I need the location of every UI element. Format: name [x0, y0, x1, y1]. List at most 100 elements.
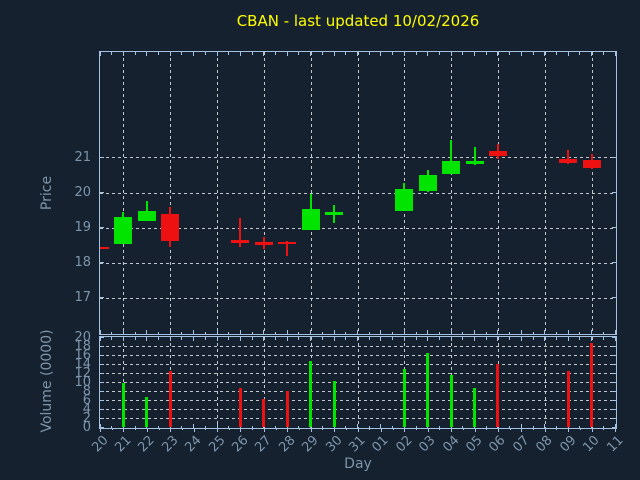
x-tick-mark — [579, 425, 581, 428]
x-tick-mark — [158, 427, 160, 430]
x-tick-mark — [357, 424, 358, 428]
volume-bar-day-05 — [473, 388, 477, 427]
candle-body-day-27 — [254, 242, 273, 246]
x-tick-mark — [100, 427, 101, 432]
x-tick-mark — [614, 424, 616, 428]
day-gridline — [263, 337, 265, 428]
x-tick-mark — [181, 331, 183, 334]
x-tick-mark — [485, 425, 487, 428]
x-tick-mark — [275, 337, 277, 340]
x-tick-mark — [509, 337, 511, 340]
x-tick-mark — [181, 337, 183, 340]
x-tick-mark — [567, 52, 569, 56]
x-tick-mark — [204, 425, 206, 428]
x-tick-mark — [579, 337, 581, 340]
x-tick-mark — [357, 337, 358, 341]
x-tick-mark — [322, 427, 324, 430]
price-tick-mark — [100, 262, 104, 264]
volume-bar-day-29 — [309, 360, 313, 427]
x-tick-mark — [415, 52, 417, 55]
x-tick-mark — [170, 427, 172, 432]
x-tick-mark — [520, 52, 522, 56]
volume-tick-mark — [100, 408, 104, 410]
x-tick-mark — [532, 52, 534, 55]
x-tick-mark — [239, 337, 241, 341]
candle-body-day-09 — [559, 158, 578, 164]
x-tick-mark — [135, 427, 137, 430]
x-tick-mark — [450, 337, 452, 341]
x-tick-mark — [602, 52, 604, 55]
day-gridline — [170, 52, 172, 334]
x-tick-mark — [345, 337, 347, 340]
x-tick-mark — [134, 337, 136, 340]
x-tick-mark — [123, 427, 125, 432]
x-tick-mark — [193, 330, 195, 334]
volume-bar-day-02 — [402, 368, 406, 427]
x-tick-mark — [169, 52, 171, 56]
x-tick-mark — [286, 330, 288, 334]
x-tick-mark — [369, 427, 371, 430]
x-tick-mark — [438, 52, 440, 55]
x-tick-mark — [357, 330, 358, 334]
x-tick-mark — [240, 427, 242, 432]
x-tick-mark — [158, 337, 160, 340]
volume-tick-mark — [612, 426, 616, 428]
volume-tick-label: 14 — [74, 356, 91, 372]
day-gridline — [310, 52, 312, 334]
volume-bar-day-21 — [121, 382, 125, 427]
candle-body-day-30 — [325, 212, 344, 215]
volume-tick-mark — [612, 363, 616, 365]
x-tick-mark — [345, 427, 347, 430]
x-tick-mark — [462, 425, 464, 428]
price-tick-mark — [612, 227, 616, 229]
volume-bar-day-04 — [449, 374, 453, 427]
x-tick-mark — [485, 52, 487, 55]
volume-tick-mark — [100, 426, 104, 428]
x-tick-mark — [287, 427, 289, 432]
x-tick-mark — [345, 425, 347, 428]
x-tick-mark — [497, 337, 499, 341]
x-tick-mark — [509, 331, 511, 334]
x-tick-mark — [193, 52, 195, 56]
x-tick-mark — [591, 330, 593, 334]
x-tick-mark — [111, 337, 113, 340]
x-tick-mark — [555, 425, 557, 428]
volume-tick-label: 8 — [82, 383, 91, 399]
price-tick-mark — [612, 192, 616, 193]
x-tick-mark — [134, 425, 136, 428]
x-tick-mark — [544, 330, 546, 334]
volume-tick-label: 4 — [82, 401, 91, 417]
x-tick-mark — [204, 331, 206, 334]
day-gridline — [544, 337, 546, 428]
candle-wick-day-09 — [567, 149, 570, 164]
x-tick-mark — [521, 427, 523, 432]
x-tick-mark — [392, 337, 394, 340]
volume-tick-mark — [612, 345, 616, 347]
volume-tick-mark — [100, 399, 104, 401]
volume-tick-mark — [612, 390, 616, 392]
x-tick-mark — [544, 424, 546, 428]
price-tick-label: 20 — [74, 185, 91, 200]
x-tick-mark — [451, 427, 453, 432]
x-tick-mark — [333, 337, 335, 341]
x-tick-mark — [169, 330, 171, 334]
x-tick-mark — [509, 427, 511, 430]
volume-tick-label: 6 — [82, 392, 91, 408]
x-tick-mark — [239, 330, 241, 334]
x-tick-mark — [368, 331, 370, 334]
x-tick-mark — [263, 427, 265, 432]
x-tick-mark — [380, 330, 382, 334]
x-tick-mark — [486, 427, 488, 430]
volume-bar-day-30 — [332, 380, 336, 427]
x-tick-mark — [334, 427, 336, 432]
x-tick-mark — [544, 337, 546, 341]
x-tick-mark — [333, 330, 335, 334]
volume-bar-day-09 — [566, 371, 570, 427]
volume-tick-mark — [100, 417, 104, 419]
volume-tick-mark — [100, 372, 104, 374]
x-tick-mark — [415, 337, 417, 340]
x-tick-mark — [217, 427, 219, 432]
x-tick-mark — [544, 52, 546, 56]
x-tick-mark — [251, 425, 253, 428]
volume-tick-label: 18 — [74, 338, 91, 354]
